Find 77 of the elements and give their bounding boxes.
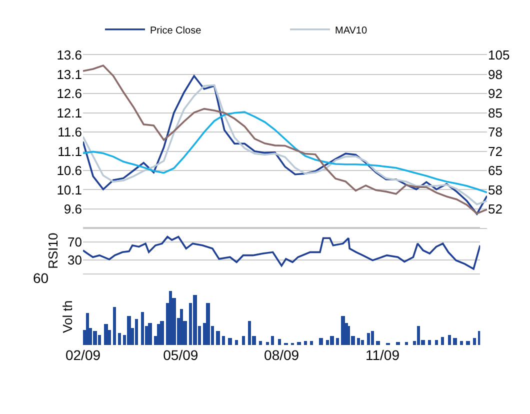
bar — [216, 331, 220, 346]
bar — [135, 319, 138, 346]
legend-label: Price Close — [150, 25, 202, 36]
bar — [222, 336, 225, 346]
x-tick-label: 08/09 — [264, 347, 300, 364]
bar — [376, 341, 380, 346]
bar — [441, 337, 444, 346]
bar — [435, 340, 438, 346]
y-axis-title: Vol th — [60, 300, 75, 333]
bar — [466, 341, 470, 346]
y2-tick-label: 85 — [488, 105, 502, 120]
y2-tick-label: 78 — [488, 124, 502, 140]
bar — [341, 316, 345, 346]
bar — [127, 316, 131, 346]
y-tick-label: 12.6 — [56, 86, 82, 102]
x-tick-label: 02/09 — [65, 347, 101, 364]
bar — [330, 336, 334, 346]
line-series — [83, 236, 480, 270]
bar — [428, 340, 431, 346]
y2-tick-label: 98 — [488, 66, 502, 82]
bar — [371, 331, 374, 346]
bar — [367, 333, 370, 346]
y2-tick-label: 92 — [488, 86, 502, 102]
bar — [266, 342, 269, 346]
bar — [453, 338, 457, 346]
bar — [235, 340, 238, 346]
legend-label: MAV10 — [335, 25, 368, 36]
bar — [460, 341, 463, 346]
bar — [310, 341, 313, 346]
bar — [104, 324, 108, 346]
y-tick-label: 13.6 — [56, 48, 82, 63]
bar — [113, 307, 116, 346]
bar — [405, 342, 408, 346]
bar — [242, 336, 245, 346]
bar — [278, 339, 281, 346]
y-tick-label: 10.6 — [56, 163, 82, 178]
y-tick-label: 9.6 — [64, 202, 82, 217]
bar — [259, 341, 262, 346]
bar — [228, 338, 232, 346]
y2-tick-label: 52 — [488, 202, 502, 217]
x-tick-label: 05/09 — [163, 347, 198, 364]
text: 60 — [33, 270, 49, 286]
bar — [448, 335, 451, 346]
y2-tick-label: 65 — [488, 163, 502, 178]
bar — [160, 321, 164, 346]
bar — [297, 342, 301, 346]
y-tick-label: 70 — [68, 234, 82, 250]
y-tick-label: 13.1 — [56, 66, 82, 82]
y-tick-label: 12.1 — [56, 105, 82, 120]
y-tick-label: 11.6 — [58, 124, 82, 140]
bar — [396, 342, 400, 346]
bar — [336, 338, 339, 346]
bar — [271, 336, 274, 346]
bar — [141, 312, 144, 346]
y-tick-label: 10.1 — [56, 182, 82, 198]
bar — [148, 323, 152, 346]
y2-tick-label: 72 — [488, 144, 502, 159]
y-axis-title: RSI10 — [45, 232, 60, 269]
x-tick-label: 11/09 — [365, 347, 400, 364]
bar — [93, 331, 97, 346]
bar — [86, 313, 89, 346]
y-tick-label: 11.1 — [58, 144, 82, 159]
bar — [357, 338, 360, 346]
bar — [193, 295, 197, 346]
bar — [206, 303, 210, 346]
line-series — [83, 111, 487, 194]
y2-tick-label: 105 — [488, 48, 510, 63]
bar — [304, 341, 307, 346]
bar — [180, 309, 183, 346]
bar — [478, 331, 480, 346]
bar — [361, 340, 364, 346]
bar — [157, 324, 160, 346]
bar — [319, 338, 323, 346]
bar — [473, 338, 476, 346]
y-tick-label: 30 — [68, 252, 82, 268]
y2-tick-label: 58 — [488, 182, 502, 198]
bar — [118, 333, 121, 346]
